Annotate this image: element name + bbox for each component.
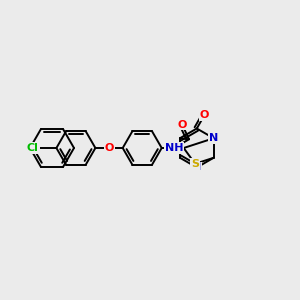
Text: NH: NH [165, 143, 184, 153]
Text: O: O [200, 110, 209, 120]
Text: O: O [104, 143, 114, 153]
Text: Cl: Cl [27, 143, 39, 153]
Text: N: N [192, 163, 201, 172]
Text: S: S [191, 159, 199, 169]
Text: N: N [209, 133, 218, 143]
Text: O: O [178, 120, 187, 130]
